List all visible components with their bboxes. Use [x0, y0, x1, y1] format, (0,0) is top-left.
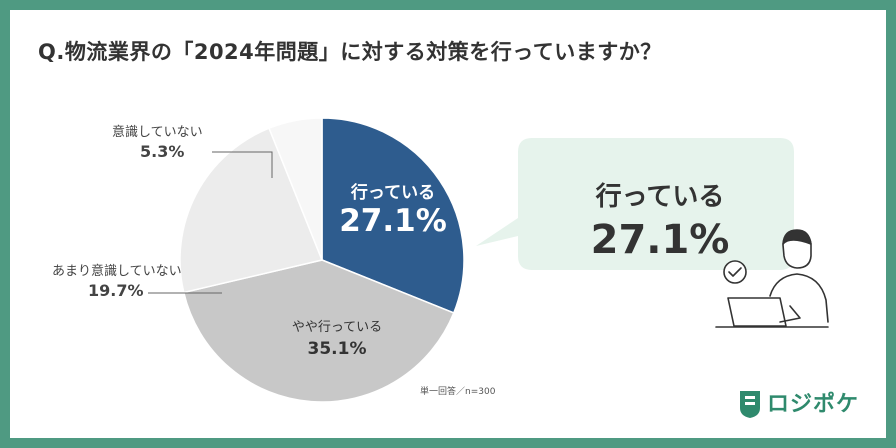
sample-note: 単一回答／n=300 [420, 387, 496, 397]
check-mark-icon [728, 267, 742, 277]
leader-lines [148, 151, 273, 294]
label-not-aware: 意識していない 5.3% [112, 121, 203, 161]
label-somewhat-doing-name: やや行っている [291, 320, 383, 335]
highlight-label: 行っている [595, 182, 725, 212]
label-doing-value: 27.1% [339, 203, 447, 239]
brand: ロジポケ [735, 386, 859, 418]
label-rarely-aware-name: あまり意識していない [52, 264, 182, 279]
pie-slice-not-aware [268, 117, 323, 261]
check-badge-icon [723, 260, 747, 284]
label-rarely-aware: あまり意識していない 19.7% [52, 260, 182, 300]
person-arm [779, 305, 801, 323]
label-not-aware-name: 意識していない [112, 125, 203, 140]
label-somewhat-doing-value: 35.1% [307, 339, 367, 359]
brand-name: ロジポケ [767, 392, 860, 417]
pie-slice-somewhat-doing [182, 259, 455, 403]
speech-bubble [476, 138, 794, 270]
leader-line-not-aware [212, 151, 273, 178]
person-torso [769, 273, 829, 323]
label-not-aware-value: 5.3% [140, 142, 185, 161]
pie-slice-rarely-aware [179, 127, 324, 294]
highlight-callout: 行っている 27.1% [520, 176, 800, 263]
person-hair [782, 229, 812, 245]
label-doing: 行っている 27.1% [318, 178, 468, 239]
chart-title: Q.物流業界の「2024年問題」に対する対策を行っていますか？ [38, 40, 662, 64]
label-somewhat-doing: やや行っている 35.1% [262, 316, 412, 359]
label-rarely-aware-value: 19.7% [88, 281, 144, 300]
laptop-icon [727, 297, 787, 327]
pie-slice-doing [321, 117, 465, 314]
highlight-value: 27.1% [590, 217, 730, 263]
brand-logo-icon [740, 391, 760, 418]
pie-chart [179, 117, 465, 403]
label-doing-name: 行っている [350, 183, 436, 203]
person-illustration [715, 229, 829, 328]
